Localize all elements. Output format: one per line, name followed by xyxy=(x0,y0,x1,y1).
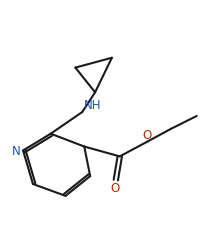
Text: N: N xyxy=(12,144,21,157)
Text: O: O xyxy=(143,128,152,141)
Text: NH: NH xyxy=(84,99,102,112)
Text: O: O xyxy=(110,181,119,194)
